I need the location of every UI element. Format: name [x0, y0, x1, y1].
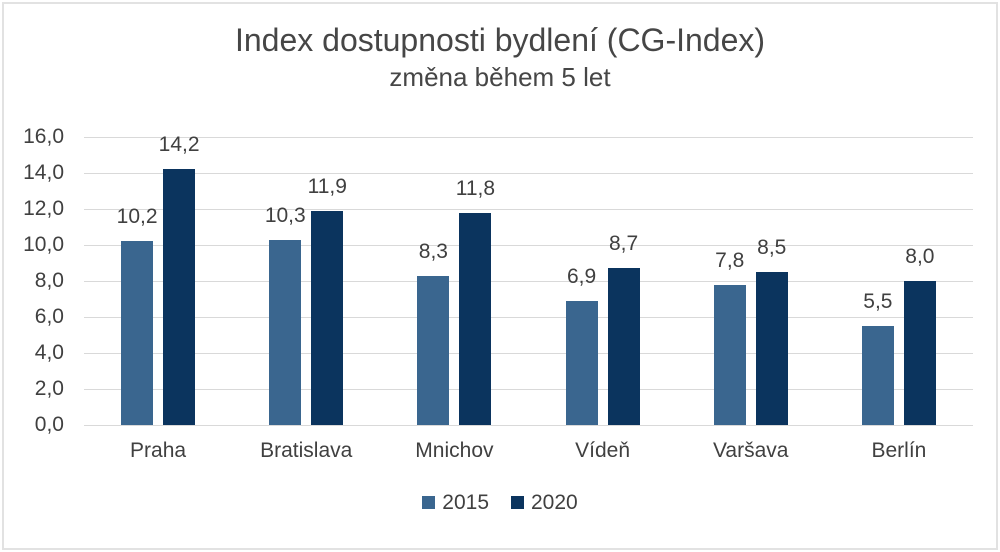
value-label-2020: 8,5 [757, 236, 787, 259]
value-label-2020: 8,0 [905, 245, 935, 268]
gridline [84, 136, 973, 138]
bar-2020 [311, 210, 344, 425]
bar-2020 [163, 169, 196, 425]
legend: 2015 2020 [0, 492, 1000, 513]
bar-2020 [459, 212, 492, 425]
legend-item-2020: 2020 [511, 492, 578, 513]
bar-2015 [417, 275, 450, 425]
gridline [84, 280, 973, 282]
y-axis-tick-label: 16,0 [23, 125, 64, 148]
bar-2020 [755, 272, 788, 425]
bar-2015 [713, 284, 746, 425]
value-label-2020: 11,8 [455, 176, 496, 200]
legend-marker-2020 [511, 496, 524, 509]
value-label-2015: 10,2 [116, 205, 158, 229]
legend-label-2015: 2015 [442, 491, 489, 514]
legend-label-2020: 2020 [531, 491, 578, 514]
category-label: Berlín [871, 439, 927, 462]
bar-2015 [121, 241, 154, 425]
value-label-2020: 14,2 [158, 133, 200, 157]
bar-2015 [269, 239, 302, 425]
bar-2020 [607, 268, 640, 425]
chart-title: Index dostupnosti bydlení (CG-Index) [234, 22, 766, 58]
bar-2015 [565, 300, 598, 425]
bar-2015 [861, 326, 894, 425]
bar-2020 [903, 281, 936, 425]
legend-item-2015: 2015 [422, 492, 489, 513]
value-label-2015: 8,3 [418, 239, 448, 263]
y-axis-tick-label: 10,0 [23, 233, 64, 256]
gridline [84, 388, 973, 390]
category-label: Vídeň [575, 439, 631, 462]
chart-subtitle: změna během 5 let [389, 62, 611, 92]
value-label-2020: 8,7 [608, 232, 639, 256]
category-label: Mnichov [415, 439, 494, 462]
category-label: Varšava [712, 439, 789, 462]
y-axis-tick-label: 2,0 [34, 377, 64, 400]
value-label-2015: 10,3 [264, 203, 306, 227]
gridline [84, 316, 973, 318]
y-axis-tick-label: 14,0 [23, 161, 64, 184]
y-axis-tick-label: 6,0 [34, 305, 64, 328]
value-label-2015: 6,9 [566, 264, 597, 288]
value-label-2020: 11,9 [307, 174, 347, 198]
gridline [84, 172, 973, 174]
y-axis-tick-label: 4,0 [34, 341, 64, 364]
value-label-2015: 5,5 [863, 290, 893, 313]
gridline [84, 208, 973, 210]
category-label: Bratislava [260, 439, 353, 462]
y-axis-tick-label: 0,0 [34, 413, 64, 436]
value-label-2015: 7,8 [715, 248, 745, 272]
gridline [84, 352, 973, 354]
gridline [84, 424, 973, 426]
category-label: Praha [130, 439, 187, 462]
y-axis-tick-label: 12,0 [23, 197, 64, 220]
legend-marker-2015 [422, 496, 436, 509]
y-axis-tick-label: 8,0 [34, 269, 64, 292]
gridline [84, 244, 973, 246]
